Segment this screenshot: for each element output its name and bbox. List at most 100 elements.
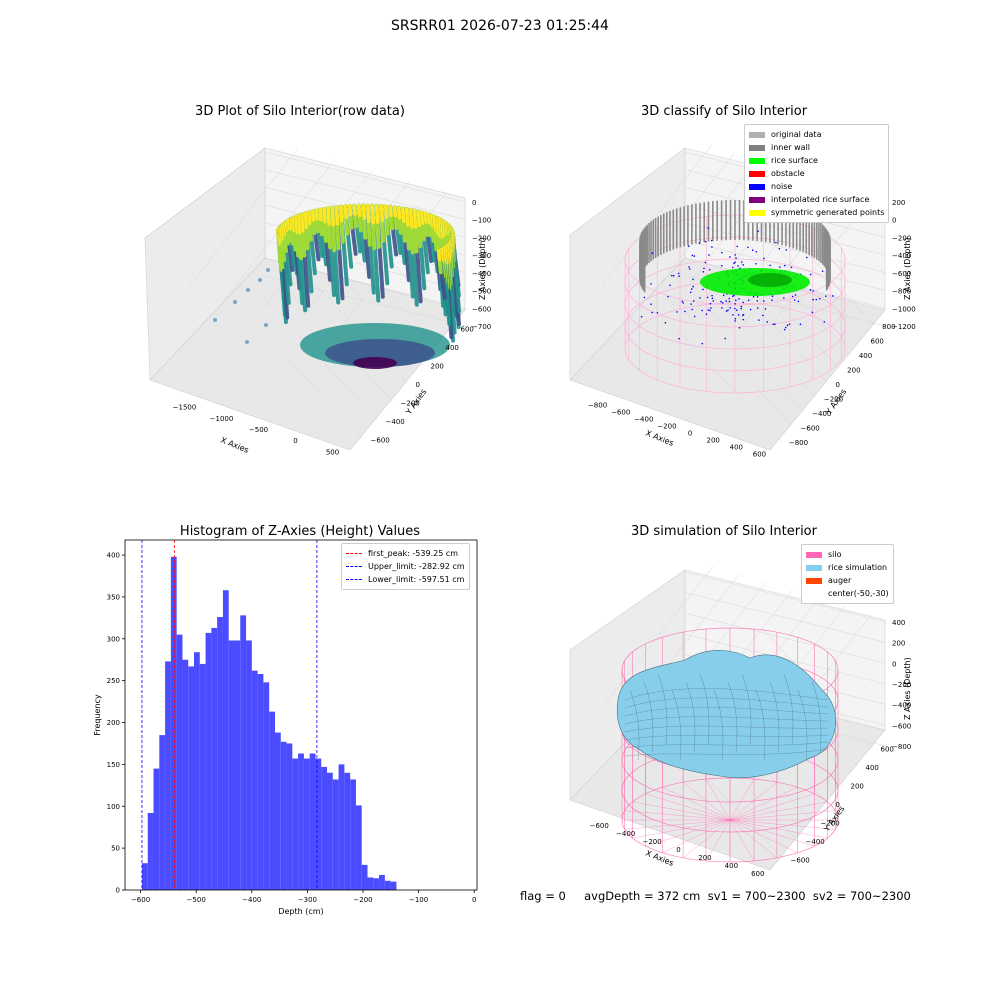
histogram-y-tick: 100 xyxy=(107,803,120,811)
legend-line-swatch xyxy=(346,579,362,580)
histogram-bar xyxy=(286,743,293,890)
classify-x-tick: 600 xyxy=(753,451,766,459)
histogram-x-tick: −100 xyxy=(409,896,428,904)
classify-z-tick: 200 xyxy=(892,199,905,207)
histogram-bar xyxy=(367,877,374,890)
simulation-x-axis-label: X Axies xyxy=(644,849,675,868)
histogram-bar xyxy=(350,779,356,890)
histogram-bar xyxy=(170,556,177,890)
histogram-bar xyxy=(199,663,206,890)
legend-swatch xyxy=(749,196,765,203)
histogram-bar xyxy=(292,758,299,890)
classify-z-tick: −400 xyxy=(892,252,911,260)
simulation-y-tick: 600 xyxy=(881,745,894,753)
simulation-panel-title: 3D simulation of Silo Interior xyxy=(631,524,817,539)
histogram-y-tick: 150 xyxy=(107,761,120,769)
simulation-y-tick: 200 xyxy=(851,782,864,790)
legend-swatch xyxy=(749,183,765,190)
simulation-y-tick: −600 xyxy=(791,857,810,865)
raw-z-tick: −300 xyxy=(472,252,491,260)
legend-label: Lower_limit: -597.51 cm xyxy=(368,575,465,584)
histogram-bar xyxy=(373,878,380,890)
legend-label: inner wall xyxy=(771,143,811,152)
classify-x-tick: −800 xyxy=(588,402,607,410)
histogram-y-tick: 400 xyxy=(107,552,120,560)
classify-x-tick: −200 xyxy=(657,423,676,431)
histogram-y-tick: 200 xyxy=(107,719,120,727)
histogram-bar xyxy=(309,753,316,890)
histogram-bar xyxy=(269,711,275,890)
histogram-bar xyxy=(280,741,287,890)
raw-y-tick: −200 xyxy=(401,400,420,408)
histogram-bar xyxy=(344,772,351,890)
classify-z-tick: −1000 xyxy=(892,305,916,313)
histogram-bar xyxy=(355,805,362,890)
histogram-bar xyxy=(141,863,148,890)
classify-x-tick: 0 xyxy=(688,430,692,438)
classify-z-axis-label: Z Axies (Depth) xyxy=(903,237,912,300)
histogram-bar xyxy=(251,670,258,890)
histogram-bar xyxy=(194,652,200,890)
classify-x-tick: −400 xyxy=(634,416,653,424)
simulation-legend-item: center(-50,-30) xyxy=(806,587,889,600)
simulation-z-tick: −400 xyxy=(892,702,911,710)
legend-swatch xyxy=(806,551,822,558)
legend-swatch xyxy=(749,209,765,216)
legend-label: interpolated rice surface xyxy=(771,195,870,204)
histogram-y-axis-label: Frequency xyxy=(93,694,102,736)
classify-x-tick: 200 xyxy=(707,437,720,445)
histogram-bar xyxy=(390,881,397,890)
simulation-x-tick: 0 xyxy=(676,846,680,854)
simulation-y-tick: −200 xyxy=(821,820,840,828)
simulation-x-tick: −400 xyxy=(616,830,635,838)
legend-label: symmetric generated points xyxy=(771,208,885,217)
raw-z-tick: −100 xyxy=(472,217,491,225)
histogram-chart: −600 −500 −400 −300 −200 −100 0 0 50 100 150 200 250… xyxy=(93,539,478,916)
simulation-x-tick: −600 xyxy=(590,822,609,830)
classify-y-tick: 400 xyxy=(859,352,872,360)
legend-line-swatch xyxy=(346,566,362,567)
simulation-x-tick: 200 xyxy=(698,854,711,862)
classify-legend-item: obstacle xyxy=(749,167,884,180)
raw-x-tick: 500 xyxy=(326,448,339,456)
histogram-x-tick: −600 xyxy=(131,896,150,904)
legend-label: auger xyxy=(828,576,852,585)
histogram-x-tick: −400 xyxy=(242,896,261,904)
histogram-x-tick: −300 xyxy=(298,896,317,904)
legend-label: center(-50,-30) xyxy=(828,589,889,598)
histogram-bar xyxy=(298,753,304,890)
histogram-bar xyxy=(257,673,264,890)
simulation-z-axis-label: Z Axies (Depth) xyxy=(903,657,912,720)
simulation-x-tick: 600 xyxy=(751,870,764,878)
histogram-y-tick: 250 xyxy=(107,677,120,685)
raw-z-tick: −200 xyxy=(472,234,491,242)
histogram-bar xyxy=(228,640,235,890)
legend-label: original data xyxy=(771,130,822,139)
histogram-bar xyxy=(327,772,333,890)
classify-x-tick: 400 xyxy=(730,444,743,452)
simulation-z-tick: 200 xyxy=(892,640,905,648)
histogram-bar xyxy=(188,666,195,890)
classify-y-tick: 0 xyxy=(836,381,840,389)
classify-y-tick: −600 xyxy=(801,424,820,432)
classify-x-axis-label: X Axies xyxy=(644,429,675,448)
histogram-bar xyxy=(321,766,328,890)
histogram-bar xyxy=(263,682,270,890)
histogram-bar xyxy=(217,617,223,890)
legend-label: rice simulation xyxy=(828,563,888,572)
histogram-x-axis-label: Depth (cm) xyxy=(278,907,323,916)
rice-surface-mesh xyxy=(616,650,836,779)
histogram-bar xyxy=(234,640,241,890)
histogram-bar xyxy=(384,880,391,890)
histogram-bar xyxy=(159,735,166,890)
simulation-y-tick: −400 xyxy=(806,838,825,846)
legend-swatch xyxy=(749,131,765,138)
raw-3d-plot: X Axies Y Axies Z Axies (Depth) −1500−10… xyxy=(144,147,491,456)
simulation-z-tick: −800 xyxy=(892,743,911,751)
simulation-y-tick: 0 xyxy=(836,801,840,809)
classify-z-tick: −1200 xyxy=(892,323,916,331)
legend-swatch xyxy=(749,157,765,164)
simulation-legend-item: rice simulation xyxy=(806,561,889,574)
histogram-y-tick: 350 xyxy=(107,593,120,601)
legend-swatch xyxy=(806,577,822,584)
